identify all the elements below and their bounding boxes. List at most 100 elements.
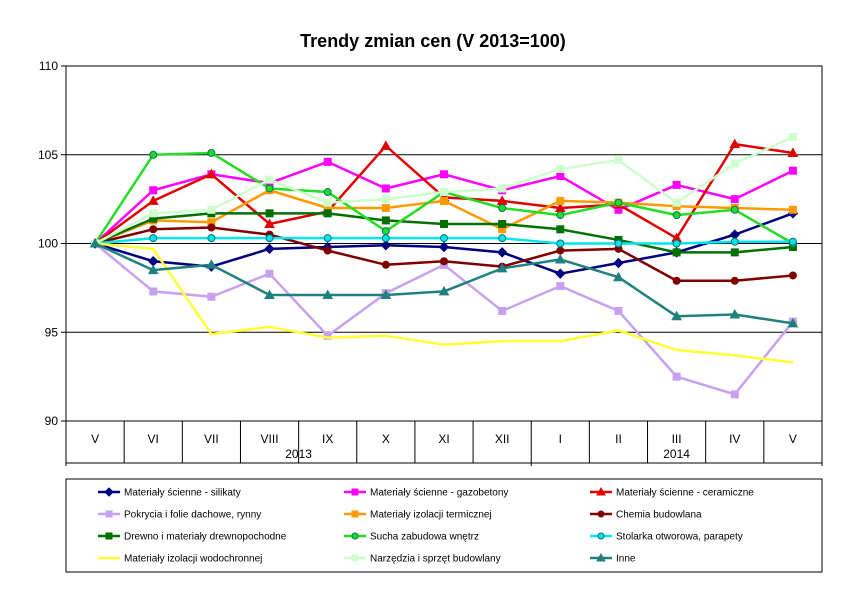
data-point: [556, 225, 565, 234]
series-line: [94, 242, 794, 364]
data-point: [496, 247, 508, 258]
legend-label: Materiały izolacji wodochronnej: [124, 554, 262, 565]
legend-label: Materiały ścienne - ceramiczne: [616, 488, 754, 499]
x-tick-label: X: [382, 432, 390, 446]
x-tick-label: VII: [204, 432, 219, 446]
data-point: [597, 532, 605, 540]
y-tick-label: 90: [45, 414, 59, 428]
data-point: [264, 289, 275, 299]
legend-item: Drewno i materiały drewnopochodne: [98, 532, 287, 543]
data-point: [730, 390, 739, 399]
data-point: [672, 372, 681, 381]
data-point: [147, 195, 159, 205]
data-point: [265, 209, 274, 218]
legend-label: Chemia budowlana: [616, 510, 702, 521]
data-point: [730, 276, 739, 285]
legend-item: Pokrycia i folie dachowe, rynny: [98, 510, 261, 521]
data-point: [787, 147, 799, 157]
legend: Materiały ścienne - silikaty Materiały śc…: [65, 478, 823, 573]
data-point: [207, 223, 216, 232]
data-point: [438, 285, 450, 296]
data-point: [147, 264, 159, 275]
data-point: [596, 552, 606, 562]
data-point: [788, 166, 797, 175]
data-point: [672, 211, 681, 220]
legend-item: Chemia budowlana: [590, 510, 702, 521]
data-point: [614, 156, 623, 165]
legend-label: Pokrycia i folie dachowe, rynny: [124, 510, 261, 521]
legend-item: Materiały izolacji termicznej: [344, 510, 492, 521]
data-point: [597, 510, 605, 518]
data-point: [730, 195, 739, 204]
series-10: [94, 242, 794, 364]
series-line: [94, 242, 794, 325]
data-point: [351, 488, 359, 496]
data-point: [730, 237, 739, 246]
data-point: [381, 260, 390, 269]
x-tick-label: V: [91, 432, 99, 446]
data-point: [323, 198, 332, 207]
x-tick-label: I: [559, 432, 562, 446]
data-point: [613, 271, 624, 282]
series-12: [89, 237, 799, 328]
legend-label: Stolarka otworowa, parapety: [616, 532, 743, 543]
series-layer: [89, 133, 799, 399]
legend-label: Materiały izolacji termicznej: [370, 510, 492, 521]
legend-item: Inne: [590, 552, 636, 565]
x-tick-label: III: [672, 432, 682, 446]
data-point: [265, 269, 274, 278]
data-point: [730, 248, 739, 257]
data-point: [264, 243, 275, 255]
data-point: [440, 219, 448, 228]
data-point: [351, 554, 359, 562]
data-point: [556, 282, 565, 291]
series-4: [91, 239, 797, 399]
x-tick-label: VI: [148, 432, 159, 446]
data-point: [206, 259, 217, 269]
data-point: [440, 257, 448, 266]
data-point: [105, 532, 113, 540]
data-point: [788, 133, 797, 141]
data-point: [556, 196, 565, 205]
x-tick-label: XI: [438, 432, 449, 446]
data-point: [149, 225, 158, 234]
data-point: [381, 195, 390, 204]
data-point: [440, 188, 448, 197]
legend-label: Materiały ścienne - gazobetony: [370, 488, 508, 499]
data-point: [672, 239, 681, 248]
x-tick-label: XII: [495, 432, 510, 446]
x-group-label: 2014: [663, 447, 690, 461]
x-tick-label: VIII: [261, 432, 279, 446]
data-point: [788, 271, 797, 280]
data-point: [148, 256, 159, 267]
data-point: [323, 157, 332, 166]
series-11: [91, 133, 797, 248]
data-point: [788, 205, 797, 214]
data-point: [672, 248, 681, 257]
data-point: [672, 276, 681, 285]
data-point: [498, 184, 507, 193]
legend-item: Sucha zabudowa wnętrz: [344, 532, 479, 543]
data-point: [440, 170, 448, 179]
data-point: [380, 140, 392, 150]
y-tick-label: 100: [38, 237, 58, 251]
data-point: [351, 510, 359, 518]
data-point: [556, 172, 565, 181]
y-tick-label: 110: [39, 59, 58, 73]
data-point: [381, 204, 390, 212]
data-point: [381, 234, 390, 243]
data-point: [380, 240, 392, 251]
legend-item: Materiały izolacji wodochronnej: [98, 554, 262, 565]
data-point: [149, 186, 158, 195]
data-point: [104, 487, 114, 497]
legend-item: Narzędzia i sprzęt budowlany: [344, 554, 501, 565]
series-9: [91, 234, 797, 248]
data-point: [555, 268, 566, 279]
data-point: [265, 175, 274, 184]
data-point: [89, 237, 101, 248]
data-point: [265, 234, 274, 243]
legend-label: Materiały ścienne - silikaty: [124, 488, 241, 499]
legend-label: Inne: [616, 554, 636, 565]
